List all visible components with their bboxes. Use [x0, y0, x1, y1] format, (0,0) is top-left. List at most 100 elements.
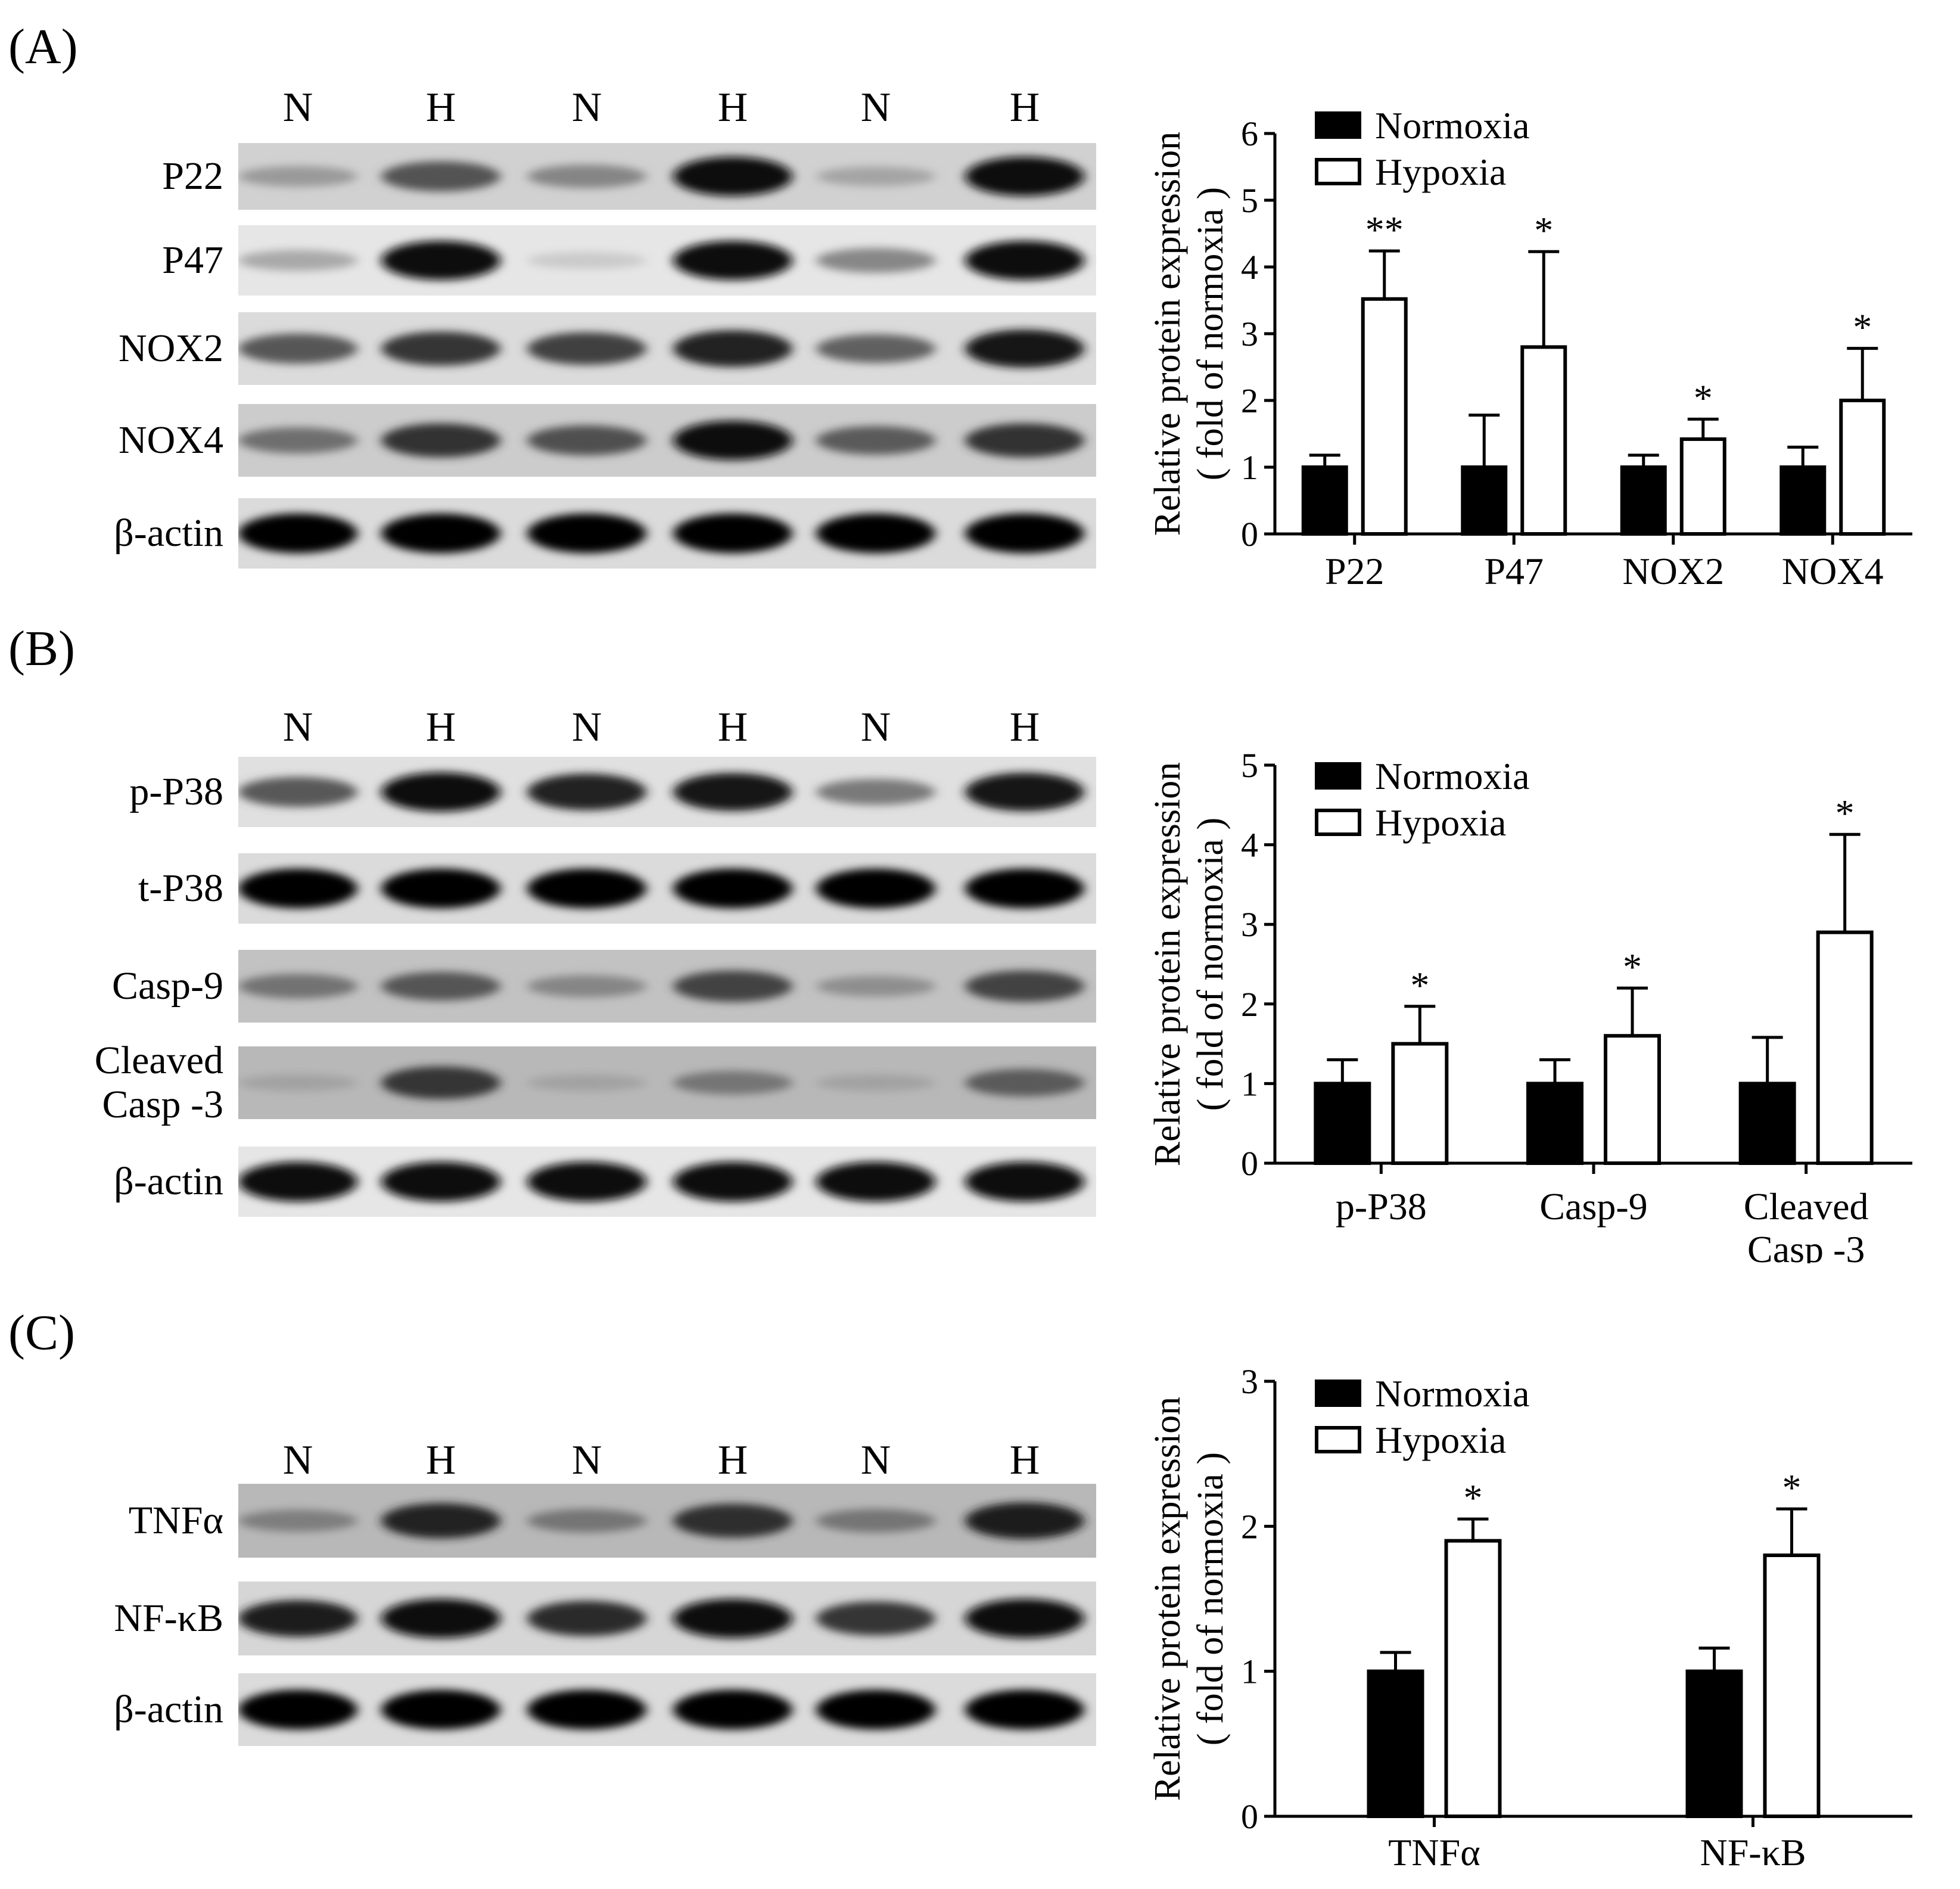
- significance-marker: **: [1365, 209, 1404, 251]
- bar-hypoxia-p22: [1361, 297, 1408, 536]
- blot-band: [673, 241, 792, 280]
- x-tick-label: TNFα: [1388, 1831, 1480, 1874]
- legend-label-normoxia: Normoxia: [1375, 755, 1530, 797]
- x-tick-label: NOX4: [1782, 550, 1884, 592]
- bar-normoxia-nox2: [1620, 465, 1667, 536]
- legend-label-hypoxia: Hypoxia: [1375, 1419, 1506, 1461]
- x-tick-label: NOX2: [1622, 550, 1724, 592]
- blot-label-nox4: NOX4: [119, 418, 223, 462]
- blot-band: [673, 1161, 792, 1202]
- blot-band: [238, 868, 357, 909]
- significance-marker: *: [1534, 209, 1553, 251]
- blot-band: [381, 331, 500, 366]
- bar-hypoxia-cleaved-casp-3: [1816, 930, 1874, 1165]
- legend-label-hypoxia: Hypoxia: [1375, 801, 1506, 844]
- lane-label-h: H: [425, 704, 456, 750]
- blot-band: [238, 776, 357, 807]
- y-tick-label: 4: [1241, 826, 1258, 865]
- blot-band: [381, 1161, 500, 1202]
- bar-hypoxia-p47: [1520, 345, 1567, 536]
- significance-marker: *: [1835, 792, 1855, 834]
- blot-band: [238, 1600, 357, 1637]
- x-tick-label: Casp-9: [1539, 1185, 1647, 1228]
- blot-band: [965, 1069, 1084, 1096]
- y-axis-label: Relative protein expression: [1147, 762, 1188, 1166]
- blot-band: [816, 166, 935, 187]
- y-tick-label: 0: [1241, 1144, 1258, 1183]
- blot-label-p-p38: p-P38: [129, 770, 223, 813]
- blot-label-tnf: TNFα: [128, 1499, 223, 1542]
- blot-label-actin: β-actin: [114, 1160, 223, 1203]
- panel-label-c: (C): [8, 1305, 75, 1360]
- blot-band: [381, 1503, 500, 1539]
- significance-marker: *: [1464, 1477, 1483, 1519]
- y-tick-label: 2: [1241, 1507, 1258, 1546]
- blot-band: [673, 1071, 792, 1095]
- lane-label-n: N: [860, 1437, 891, 1483]
- bar-normoxia-p22: [1301, 465, 1348, 536]
- y-tick-label: 0: [1241, 1797, 1258, 1836]
- blot-band: [673, 1503, 792, 1538]
- blot-band: [673, 868, 792, 909]
- legend-swatch-hypoxia: [1315, 158, 1361, 185]
- bar-hypoxia-casp-9: [1604, 1034, 1661, 1165]
- blot-strip-tnf: [238, 1484, 1096, 1558]
- x-tick-label: Casp -3: [1747, 1228, 1865, 1263]
- blot-strip-actin: [238, 498, 1096, 568]
- bar-normoxia-nox4: [1779, 465, 1827, 536]
- y-tick-label: 3: [1241, 1362, 1258, 1401]
- blot-strip-p-p38: [238, 757, 1096, 827]
- blot-band: [381, 1689, 500, 1730]
- blot-band: [965, 1599, 1084, 1638]
- blot-strip-actin: [238, 1147, 1096, 1217]
- blot-band: [238, 1161, 357, 1202]
- blot-band: [965, 1502, 1084, 1539]
- bar-chart-b: Relative protein expression( fold of nor…: [1147, 746, 1912, 1263]
- blot-band: [816, 1161, 935, 1202]
- y-tick-label: 6: [1241, 114, 1258, 153]
- blot-label-cleaved-casp-3: Cleaved Casp -3: [94, 1039, 223, 1126]
- significance-marker: *: [1694, 377, 1713, 419]
- blot-band: [965, 772, 1084, 812]
- legend-label-hypoxia: Hypoxia: [1375, 151, 1506, 193]
- blot-band: [527, 1689, 646, 1730]
- blot-band: [527, 332, 646, 365]
- bar-chart-a: Relative protein expression( fold of nor…: [1147, 104, 1912, 592]
- blot-band: [381, 772, 500, 812]
- blot-band: [816, 248, 935, 273]
- blot-band: [816, 975, 935, 997]
- significance-marker: *: [1782, 1467, 1802, 1509]
- blot-band: [381, 1066, 500, 1099]
- blot-band: [673, 773, 792, 811]
- significance-marker: *: [1410, 964, 1429, 1006]
- y-axis-label: Relative protein expression: [1147, 132, 1188, 536]
- lane-label-n: N: [571, 1437, 602, 1483]
- blot-band: [238, 250, 357, 271]
- blot-label-p22: P22: [162, 154, 223, 198]
- y-tick-label: 2: [1241, 985, 1258, 1024]
- y-tick-label: 5: [1241, 181, 1258, 220]
- legend-swatch-normoxia: [1315, 762, 1361, 790]
- x-tick-label: P22: [1325, 550, 1385, 592]
- lane-label-h: H: [717, 704, 748, 750]
- legend-swatch-normoxia: [1315, 1380, 1361, 1407]
- significance-marker: *: [1623, 946, 1642, 988]
- blot-band: [965, 1161, 1084, 1202]
- blot-band: [238, 1509, 357, 1532]
- blot-band: [238, 513, 357, 554]
- y-axis-label: Relative protein expression: [1147, 1397, 1188, 1801]
- blot-band: [238, 333, 357, 364]
- blot-band: [238, 166, 357, 187]
- blot-label-actin: β-actin: [114, 1688, 223, 1731]
- lane-label-h: H: [717, 1437, 748, 1483]
- blot-band: [527, 1161, 646, 1202]
- bar-hypoxia-nox4: [1839, 399, 1886, 536]
- lane-label-n: N: [571, 704, 602, 750]
- blot-strip-actin: [238, 1673, 1096, 1746]
- y-tick-label: 1: [1241, 1064, 1258, 1103]
- blot-label-nox2: NOX2: [119, 327, 223, 370]
- lane-label-h: H: [425, 85, 456, 131]
- blot-band: [965, 157, 1084, 196]
- legend-swatch-hypoxia: [1315, 809, 1361, 836]
- lane-label-n: N: [282, 85, 313, 131]
